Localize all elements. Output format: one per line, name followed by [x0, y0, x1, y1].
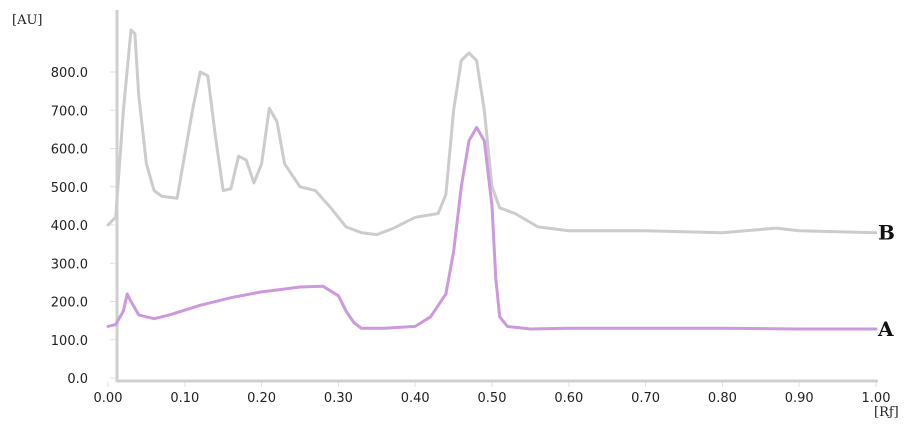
- x-tick-label: 1.00: [862, 391, 891, 406]
- chart-axes: [115, 10, 878, 383]
- series-label-a: A: [877, 317, 894, 341]
- x-tick-label: 0.40: [401, 391, 430, 406]
- y-tick-label: 500.0: [51, 181, 88, 196]
- x-tick-label: 0.90: [785, 391, 814, 406]
- y-axis-label: [AU]: [12, 13, 43, 28]
- y-tick-label: 800.0: [51, 66, 88, 81]
- y-tick-label: 400.0: [51, 219, 88, 234]
- series-label-b: B: [878, 221, 895, 245]
- x-tick-label: 0.70: [631, 391, 660, 406]
- y-tick-label: 300.0: [51, 257, 88, 272]
- x-tick-label: 0.10: [170, 391, 199, 406]
- series-line-b: [106, 28, 878, 237]
- series-line-a: [106, 126, 878, 331]
- x-axis-label: [Rƒ]: [874, 405, 899, 420]
- chart-series: [106, 28, 878, 331]
- x-tick-label: 0.00: [94, 391, 123, 406]
- y-tick-label: 0.0: [67, 372, 88, 387]
- y-tick-label: 600.0: [51, 143, 88, 158]
- chart-series-labels: BA: [877, 221, 895, 341]
- x-tick-label: 0.20: [247, 391, 276, 406]
- chart-tick-labels: 0.0 100.0 200.0 300.0 400.0 500.0 600.0 700.0 80…: [51, 66, 891, 406]
- x-tick-label: 0.60: [554, 391, 583, 406]
- x-tick-label: 0.30: [324, 391, 353, 406]
- x-tick-label: 0.50: [478, 391, 507, 406]
- y-tick-label: 200.0: [51, 296, 88, 311]
- x-tick-label: 0.80: [708, 391, 737, 406]
- y-tick-label: 100.0: [51, 334, 88, 349]
- y-tick-label: 700.0: [51, 104, 88, 119]
